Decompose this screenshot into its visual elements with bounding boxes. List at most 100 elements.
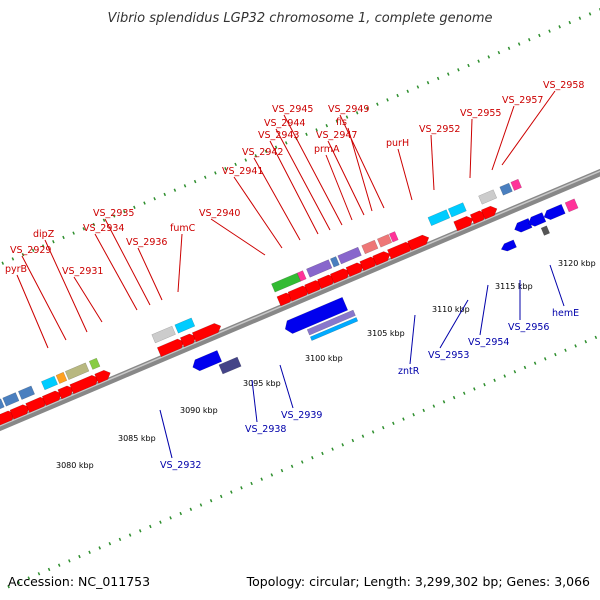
gene-feature-44	[510, 178, 522, 191]
gene-label-reverse: zntR	[398, 366, 420, 377]
gene-label-forward: VS_2944	[264, 118, 305, 129]
gene-feature-50	[309, 317, 359, 341]
gene-feature-35	[330, 256, 340, 268]
gene-feature-29	[88, 357, 101, 370]
gene-feature-23	[0, 398, 5, 410]
gene-label-forward: fumC	[170, 223, 196, 234]
gene-label-forward: VS_2934	[83, 223, 124, 234]
gene-feature-55	[500, 239, 517, 252]
gene-callouts: pyrB VS_2929 dipZ VS_2931 VS_2934 VS_2935 VS_2…	[5, 80, 584, 471]
callout-line-forward	[275, 128, 331, 231]
backbone-highlight	[0, 170, 600, 427]
gene-feature-56	[540, 225, 551, 236]
callout-line-reverse	[439, 299, 469, 349]
gene-feature-54	[564, 198, 579, 213]
callout-line-reverse	[279, 364, 294, 409]
gene-feature-49	[306, 309, 356, 336]
gene-feature-46	[192, 350, 223, 372]
callout-line-forward	[327, 140, 365, 216]
gene-label-forward: VS_2943	[258, 130, 299, 141]
callout-line-reverse	[479, 284, 489, 336]
gene-feature-30	[151, 325, 176, 344]
gene-feature-47	[218, 356, 242, 375]
callout-line-forward	[347, 127, 373, 212]
gene-label-forward: VS_2949	[328, 104, 369, 115]
gene-feature-6	[94, 369, 111, 384]
callout-line-forward	[501, 90, 556, 166]
scale-label: 3095 kbp	[243, 379, 281, 388]
gene-feature-4	[57, 385, 74, 400]
gene-feature-34	[306, 259, 333, 278]
gene-label-forward: VS_2955	[460, 108, 501, 119]
gene-label-reverse: VS_2939	[281, 410, 322, 421]
gene-feature-38	[376, 233, 393, 248]
gene-label-reverse: VS_2938	[245, 424, 286, 435]
scale-label: 3120 kbp	[558, 259, 596, 268]
gene-feature-17	[372, 251, 391, 266]
map-title: Vibrio splendidus LGP32 chromosome 1, co…	[107, 11, 492, 26]
gene-feature-31	[174, 317, 196, 334]
callout-line-forward	[44, 239, 88, 333]
gene-label-forward: VS_2935	[93, 208, 134, 219]
gene-feature-42	[478, 189, 498, 205]
gene-feature-39	[388, 231, 399, 243]
scale-label: 3080 kbp	[56, 461, 94, 470]
callout-line-forward	[177, 233, 183, 293]
scale-label: 3110 kbp	[432, 305, 470, 314]
gene-label-forward: VS_2940	[199, 208, 240, 219]
gene-label-forward: VS_2952	[419, 124, 460, 135]
callout-line-forward	[430, 134, 435, 191]
callout-line-forward	[21, 255, 67, 341]
callout-line-reverse	[409, 314, 416, 365]
scale-label: 3090 kbp	[180, 406, 218, 415]
gene-feature-15	[345, 262, 364, 277]
accession-text: Accession: NC_011753	[8, 574, 150, 589]
gene-feature-43	[499, 182, 513, 196]
callout-line-forward	[137, 247, 163, 301]
callout-line-reverse	[251, 379, 258, 423]
callout-line-forward	[104, 218, 151, 306]
gene-label-forward: dipZ	[33, 229, 55, 240]
gene-feature-52	[528, 212, 547, 227]
gene-feature-27	[55, 371, 68, 384]
gene-feature-9	[191, 323, 222, 343]
gene-label-forward: VS_2942	[242, 147, 283, 158]
gene-label-forward: VS_2929	[10, 245, 51, 256]
gene-label-forward: VS_2936	[126, 237, 167, 248]
gene-features	[0, 178, 579, 426]
gene-feature-40	[427, 209, 451, 227]
scale-label: 3100 kbp	[305, 354, 343, 363]
callout-line-forward	[16, 274, 49, 349]
scale-label: 3085 kbp	[118, 434, 156, 443]
gene-label-forward: pyrB	[5, 264, 27, 275]
gene-label-forward: prmA	[314, 144, 340, 155]
gene-label-forward: VS_2941	[222, 166, 263, 177]
callout-line-forward	[325, 154, 353, 221]
gene-feature-14	[329, 268, 351, 284]
backbone-line	[0, 168, 600, 432]
gene-label-reverse: VS_2953	[428, 350, 469, 361]
gene-feature-8	[179, 333, 197, 348]
gene-feature-3	[41, 390, 62, 406]
gene-label-forward: VS_2945	[272, 104, 313, 115]
gene-feature-26	[40, 375, 59, 391]
callout-line-forward	[210, 218, 266, 256]
gene-feature-36	[337, 246, 362, 265]
callout-line-forward	[233, 176, 283, 249]
scale-label: 3115 kbp	[495, 282, 533, 291]
callout-line-forward	[73, 276, 103, 323]
gene-feature-53	[543, 203, 566, 220]
gene-label-forward: VS_2957	[502, 95, 543, 106]
scale-label: 3105 kbp	[367, 329, 405, 338]
gene-feature-22	[480, 205, 498, 220]
callout-line-forward	[397, 148, 413, 201]
gene-label-forward: VS_2931	[62, 266, 103, 277]
gene-feature-41	[447, 202, 467, 218]
gene-feature-48	[284, 296, 349, 334]
topology-text: Topology: circular; Length: 3,299,302 bp…	[246, 574, 590, 589]
gene-label-reverse: VS_2956	[508, 322, 549, 333]
gene-feature-5	[69, 375, 99, 395]
callout-line-forward	[283, 114, 343, 226]
gene-feature-37	[361, 239, 379, 255]
